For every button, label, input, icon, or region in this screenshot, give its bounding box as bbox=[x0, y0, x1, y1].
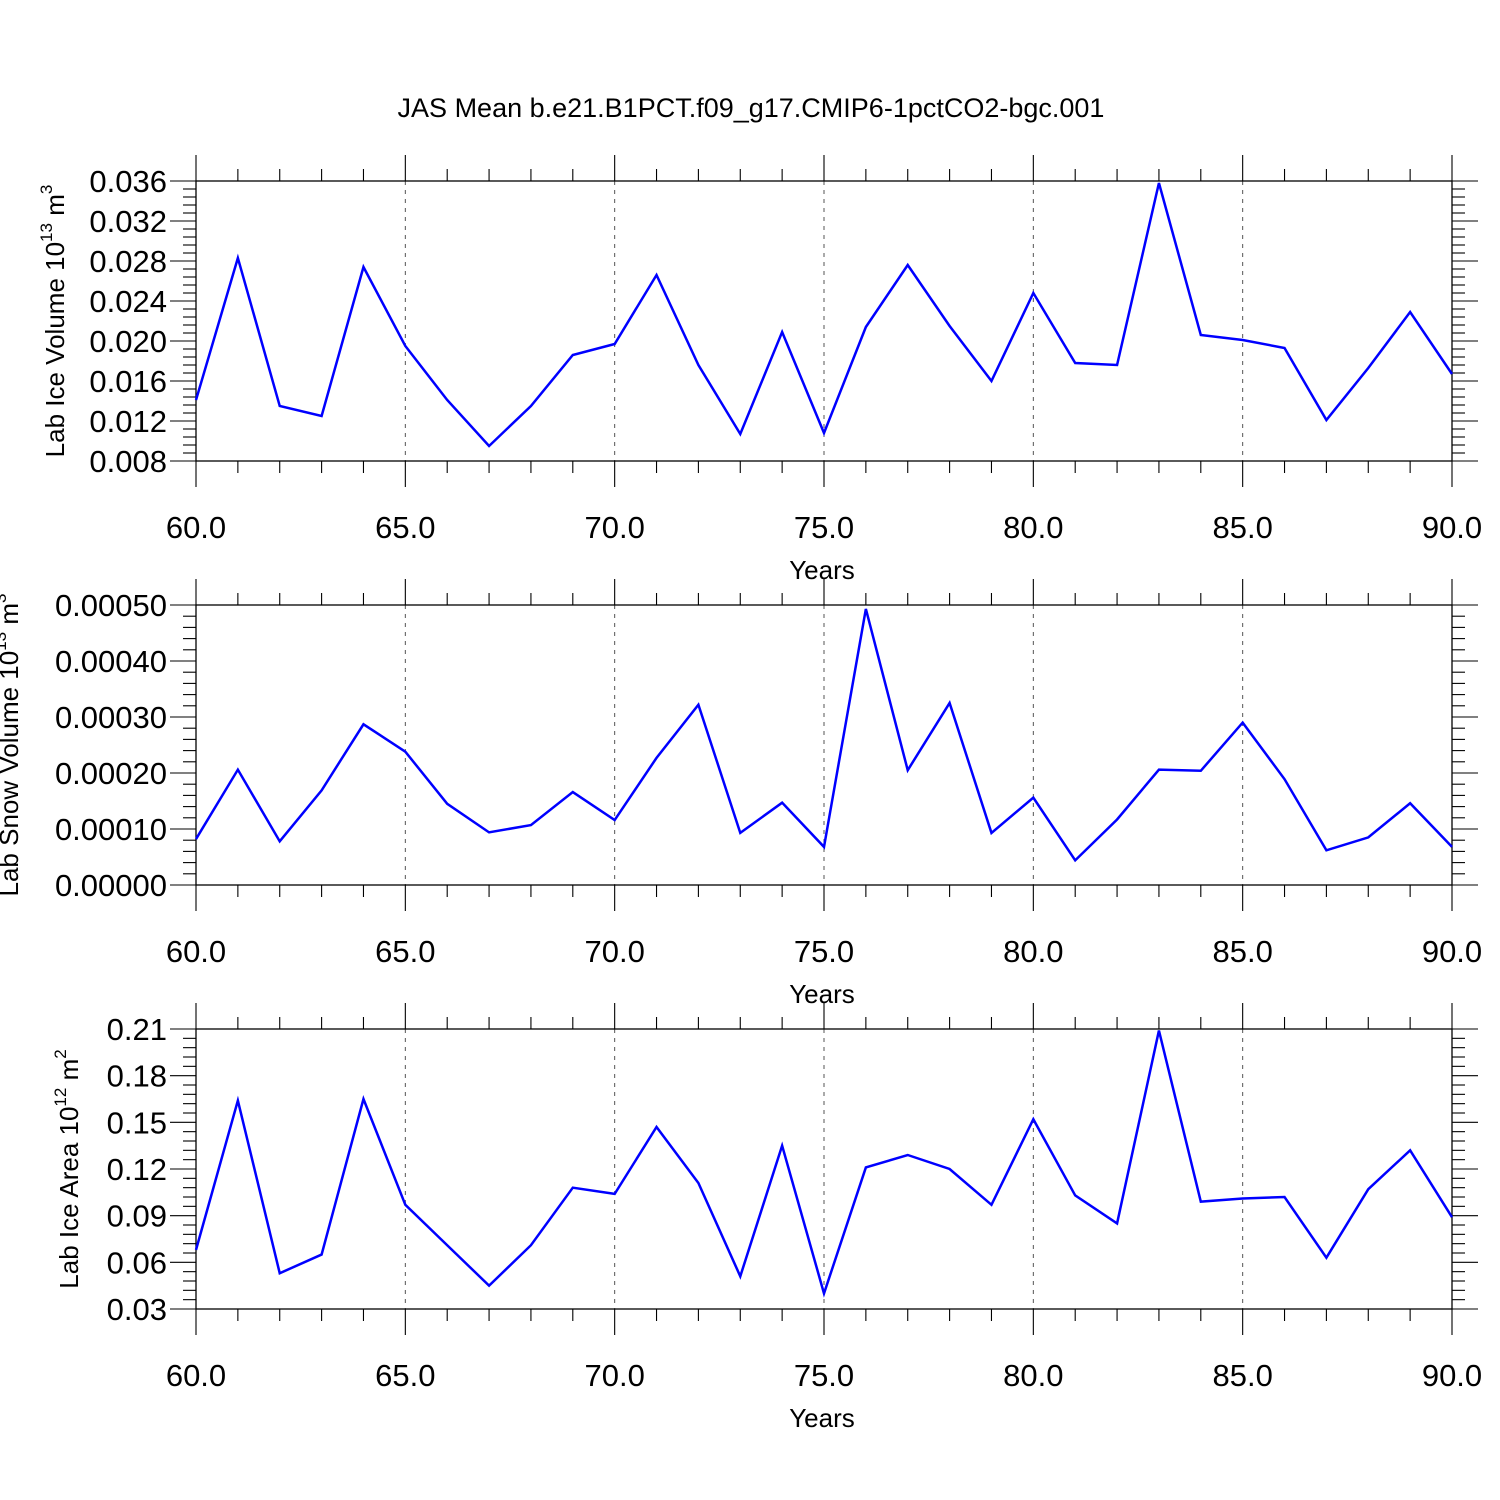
y-tick-label: 0.024 bbox=[89, 284, 167, 319]
y-tick-label: 0.06 bbox=[107, 1245, 167, 1280]
panel-ice-volume: 0.008 0.012 0.016 0.020 0.024 0.028 0.032 0.036… bbox=[37, 155, 1482, 585]
y-tick-label: 0.00050 bbox=[55, 588, 167, 623]
x-tick-label: 85.0 bbox=[1212, 934, 1272, 969]
y-axis-title-unit-exponent: 3 bbox=[37, 185, 56, 194]
y-axis-title-unit-exponent: 3 bbox=[0, 593, 10, 602]
y-tick-label: 0.00010 bbox=[55, 812, 167, 847]
y-tick-label: 0.21 bbox=[107, 1012, 167, 1047]
y-tick-label: 0.00040 bbox=[55, 644, 167, 679]
x-tick-label: 80.0 bbox=[1003, 1358, 1063, 1393]
x-tick-label: 75.0 bbox=[794, 1358, 854, 1393]
y-tick-label: 0.036 bbox=[89, 164, 167, 199]
y-axis-title-exponent: 13 bbox=[0, 632, 10, 651]
x-tick-label: 90.0 bbox=[1422, 1358, 1482, 1393]
y-axis-title-text: Lab Snow Volume 10 bbox=[0, 651, 24, 897]
series-line bbox=[194, 182, 1454, 448]
y-axis-title-exponent: 12 bbox=[51, 1088, 70, 1107]
x-tick-label: 65.0 bbox=[375, 934, 435, 969]
x-axis-title: Years bbox=[789, 979, 855, 1009]
x-tick-label: 70.0 bbox=[584, 934, 644, 969]
y-tick-label: 0.03 bbox=[107, 1292, 167, 1327]
x-tick-label: 80.0 bbox=[1003, 934, 1063, 969]
y-tick-label: 0.09 bbox=[107, 1199, 167, 1234]
series-line bbox=[194, 1030, 1454, 1298]
y-axis-title-exponent: 13 bbox=[37, 223, 56, 242]
x-tick-label: 75.0 bbox=[794, 510, 854, 545]
y-axis-title-unit: m bbox=[0, 603, 24, 632]
x-tick-label: 90.0 bbox=[1422, 510, 1482, 545]
x-tick-label: 85.0 bbox=[1212, 510, 1272, 545]
y-tick-label: 0.18 bbox=[107, 1059, 167, 1094]
x-tick-label: 75.0 bbox=[794, 934, 854, 969]
y-tick-label: 0.00020 bbox=[55, 756, 167, 791]
x-tick-label: 85.0 bbox=[1212, 1358, 1272, 1393]
x-axis-title: Years bbox=[789, 555, 855, 585]
y-tick-label: 0.15 bbox=[107, 1105, 167, 1140]
y-tick-label: 0.12 bbox=[107, 1152, 167, 1187]
y-axis-title-text: Lab Ice Volume 10 bbox=[40, 242, 70, 457]
x-axis-title: Years bbox=[789, 1403, 855, 1433]
y-tick-label: 0.00030 bbox=[55, 700, 167, 735]
x-tick-label: 60.0 bbox=[166, 934, 226, 969]
y-axis-title: Lab Snow Volume 1013 m3 bbox=[0, 593, 24, 896]
panel-ice-area: 0.03 0.06 0.09 0.12 0.15 0.18 0.21 60.0 65.0 70.0… bbox=[51, 1003, 1482, 1433]
y-tick-label: 0.016 bbox=[89, 364, 167, 399]
y-axis-title-unit: m bbox=[54, 1059, 84, 1088]
x-tick-label: 65.0 bbox=[375, 510, 435, 545]
y-tick-label: 0.028 bbox=[89, 244, 167, 279]
x-tick-label: 60.0 bbox=[166, 510, 226, 545]
y-tick-label: 0.008 bbox=[89, 444, 167, 479]
y-tick-label: 0.00000 bbox=[55, 868, 167, 903]
y-axis-title-text: Lab Ice Area 10 bbox=[54, 1107, 84, 1289]
x-tick-label: 60.0 bbox=[166, 1358, 226, 1393]
y-axis-title: Lab Ice Volume 1013 m3 bbox=[37, 185, 70, 458]
panel-snow-volume: 0.00000 0.00010 0.00020 0.00030 0.00040 0.000… bbox=[0, 579, 1482, 1009]
y-axis-title-unit: m bbox=[40, 194, 70, 223]
x-tick-label: 70.0 bbox=[584, 510, 644, 545]
x-tick-label: 80.0 bbox=[1003, 510, 1063, 545]
y-tick-label: 0.032 bbox=[89, 204, 167, 239]
y-axis-title: Lab Ice Area 1012 m2 bbox=[51, 1049, 84, 1288]
x-tick-label: 70.0 bbox=[584, 1358, 644, 1393]
y-tick-label: 0.020 bbox=[89, 324, 167, 359]
x-tick-label: 90.0 bbox=[1422, 934, 1482, 969]
y-tick-label: 0.012 bbox=[89, 404, 167, 439]
x-tick-label: 65.0 bbox=[375, 1358, 435, 1393]
figure-title: JAS Mean b.e21.B1PCT.f09_g17.CMIP6-1pctC… bbox=[398, 93, 1105, 123]
series-line bbox=[194, 608, 1453, 863]
y-axis-title-unit-exponent: 2 bbox=[51, 1049, 70, 1058]
